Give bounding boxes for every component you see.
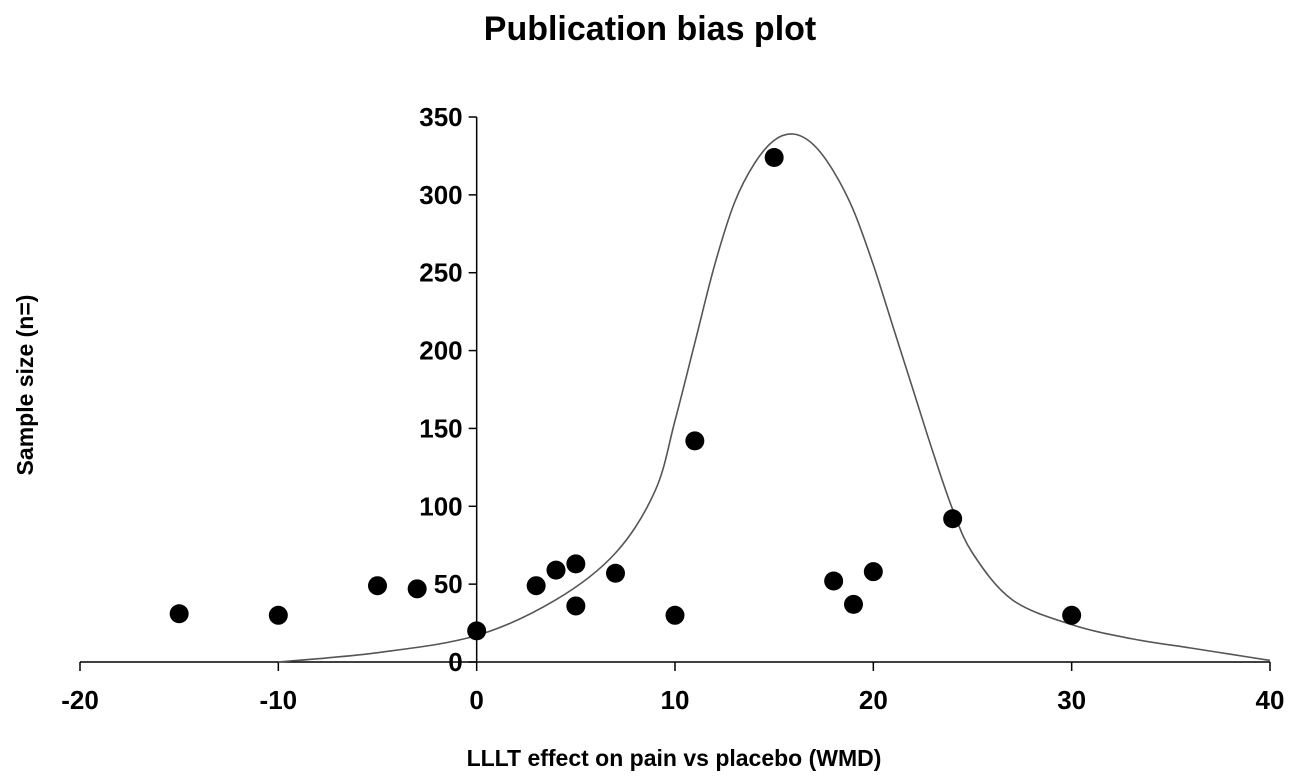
y-tick-label: 0 xyxy=(448,647,462,677)
data-point xyxy=(546,560,566,580)
x-tick-label: -10 xyxy=(260,685,298,715)
data-point xyxy=(665,605,685,625)
curve-layer xyxy=(278,133,1271,663)
data-point xyxy=(844,594,863,614)
data-point xyxy=(566,596,586,616)
x-tick-label: 0 xyxy=(469,685,483,715)
points-layer xyxy=(169,147,1082,641)
y-tick-label: 350 xyxy=(419,102,462,132)
data-point xyxy=(863,562,883,582)
x-tick-label: 20 xyxy=(859,685,888,715)
data-point xyxy=(764,147,784,167)
x-tick-label: 30 xyxy=(1057,685,1086,715)
y-tick-label: 300 xyxy=(419,180,462,210)
data-point xyxy=(685,431,705,451)
data-point xyxy=(268,605,288,625)
y-tick-label: 150 xyxy=(419,413,462,443)
x-axis-label: LLLT effect on pain vs placebo (WMD) xyxy=(467,745,882,771)
data-point xyxy=(606,563,625,583)
x-tick-label: 10 xyxy=(661,685,690,715)
data-point xyxy=(526,576,546,596)
data-point xyxy=(824,571,844,591)
data-point xyxy=(467,621,487,641)
data-point xyxy=(943,509,963,529)
data-point xyxy=(566,554,586,574)
data-point xyxy=(1062,605,1082,625)
y-tick-label: 50 xyxy=(434,569,463,599)
y-tick-label: 200 xyxy=(419,336,462,366)
data-point xyxy=(407,579,427,599)
data-point xyxy=(368,576,387,596)
y-axis-label: Sample size (n=) xyxy=(12,295,38,476)
axes: -20 -10 0 10 20 30 40 0 50 100 150 200 250 300 350 xyxy=(61,102,1284,715)
y-tick-label: 250 xyxy=(419,258,462,288)
x-tick-label: -20 xyxy=(61,685,99,715)
x-tick-label: 40 xyxy=(1256,685,1285,715)
fitted-curve xyxy=(278,133,1271,663)
chart-title: Publication bias plot xyxy=(484,10,816,48)
data-point xyxy=(169,604,189,624)
y-tick-label: 100 xyxy=(419,491,462,521)
